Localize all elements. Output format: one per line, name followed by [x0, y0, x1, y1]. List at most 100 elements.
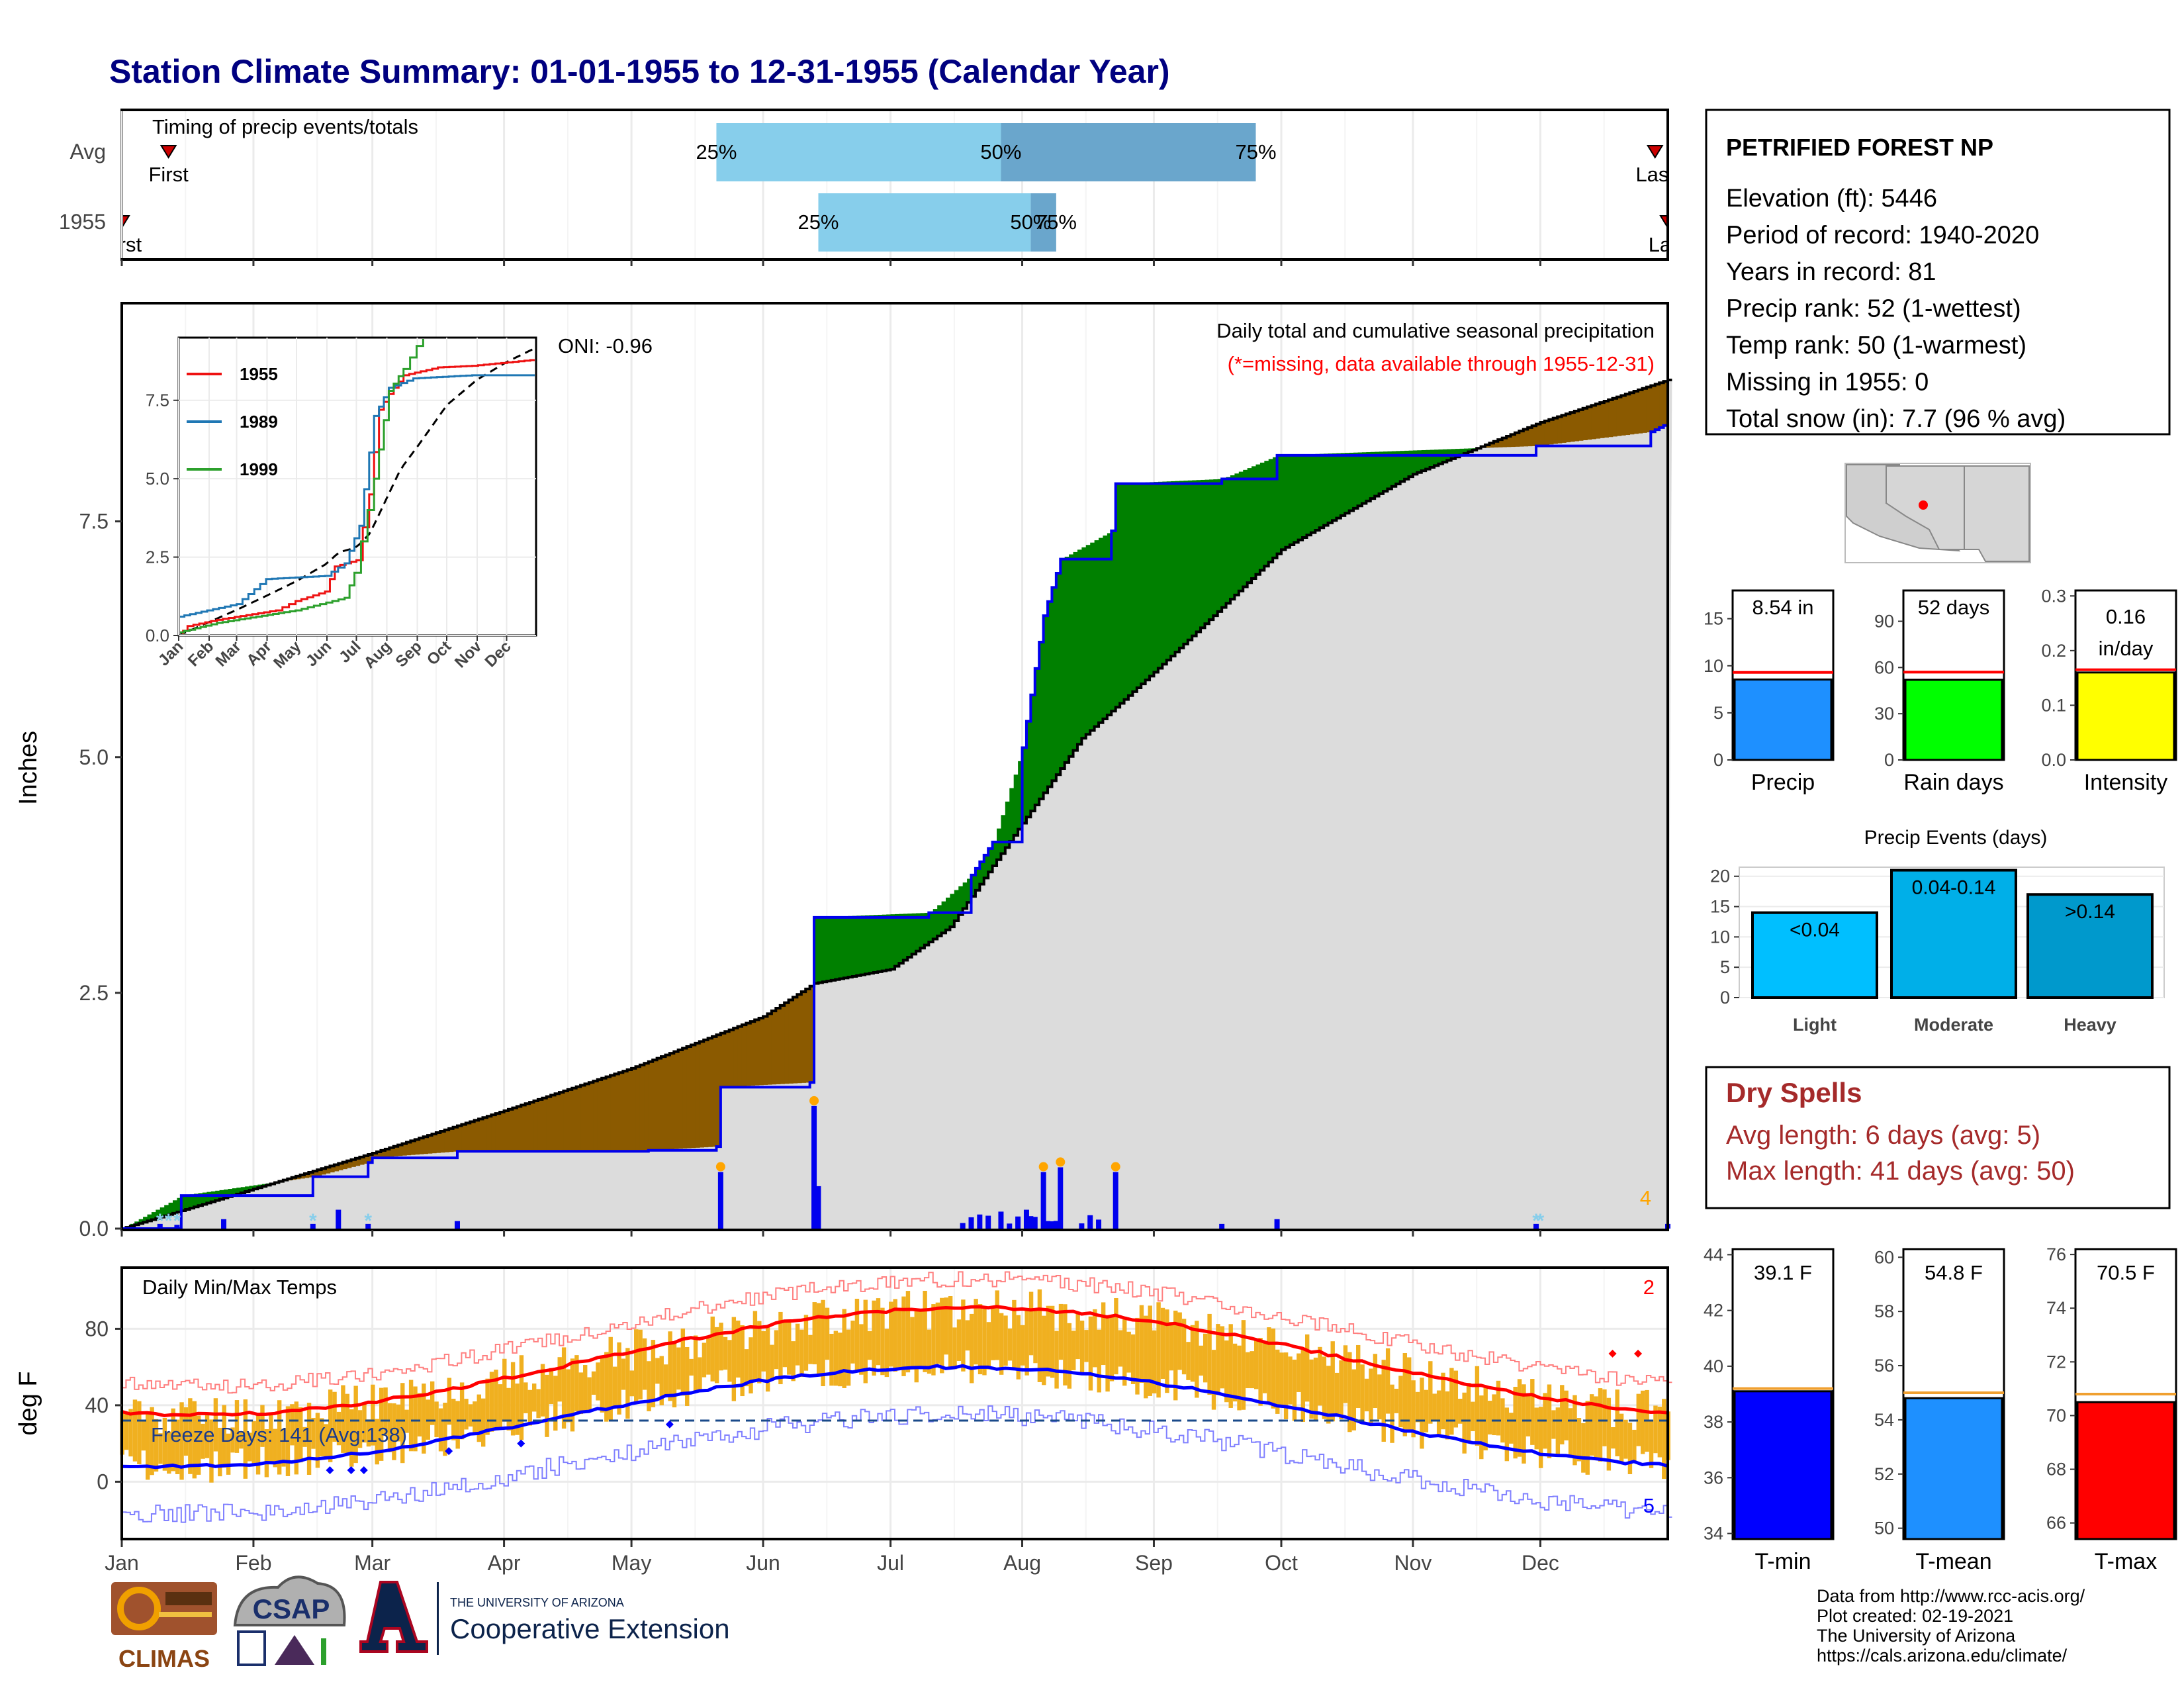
daily-temp-range: [243, 1399, 248, 1479]
surplus-area: [1162, 481, 1167, 665]
daily-temp-range: [413, 1386, 418, 1452]
temp-ytick-label: 40: [85, 1393, 109, 1417]
daily-temp-range: [702, 1342, 707, 1378]
temp-summary-tick-label: 50: [1874, 1519, 1894, 1538]
deficit-area: [1523, 429, 1529, 447]
surplus-area: [848, 915, 853, 978]
deficit-area: [555, 1094, 560, 1151]
deficit-area: [669, 1053, 675, 1149]
surplus-area: [1175, 481, 1180, 653]
surplus-area: [1085, 545, 1091, 735]
deficit-area: [572, 1088, 577, 1151]
surplus-area: [1375, 451, 1380, 496]
surplus-area: [1302, 454, 1308, 538]
daily-temp-range: [451, 1399, 456, 1440]
deficit-area: [308, 1172, 314, 1178]
timing-label: Timing of precip events/totals: [152, 115, 418, 138]
daily-temp-range: [1199, 1345, 1203, 1376]
inset-average-line: [180, 347, 535, 634]
temp-summary-tick-label: 54: [1874, 1410, 1894, 1430]
daily-temp-range: [1560, 1385, 1565, 1444]
daily-temp-range: [1453, 1370, 1459, 1428]
timing-row-avg: Avg: [69, 140, 106, 164]
daily-temp-range: [833, 1331, 839, 1386]
surplus-area: [1001, 815, 1006, 854]
station-marker: [1919, 500, 1928, 510]
deficit-area: [1612, 398, 1617, 437]
oni-value: ONI: -0.96: [558, 334, 653, 357]
surplus-area: [1179, 481, 1185, 648]
daily-temp-range: [1079, 1321, 1085, 1374]
daily-temp-range: [1097, 1329, 1101, 1393]
daily-temp-range: [1007, 1328, 1013, 1361]
temp-corner-min: 5: [1643, 1494, 1655, 1517]
daily-temp-range: [867, 1331, 872, 1360]
climas-logo-text: CLIMAS: [118, 1645, 210, 1672]
inset-ytick-label: 2.5: [146, 547, 169, 567]
surplus-area: [1332, 453, 1338, 521]
daily-temp-range: [1122, 1317, 1127, 1386]
surplus-area: [1459, 448, 1465, 455]
daily-temp-range: [371, 1384, 375, 1446]
daily-temp-range: [1148, 1305, 1152, 1396]
daily-temp-range: [455, 1401, 460, 1449]
surplus-area: [202, 1192, 208, 1205]
daily-temp-range: [222, 1405, 226, 1468]
daily-temp-range: [375, 1419, 379, 1465]
daily-temp-range: [387, 1403, 392, 1452]
deficit-area: [567, 1089, 573, 1151]
surplus-area: [1345, 453, 1350, 514]
temp-summary-tick-label: 74: [2046, 1298, 2066, 1318]
daily-temp-range: [608, 1336, 613, 1420]
record-low-marker: [517, 1439, 525, 1448]
deficit-area: [321, 1168, 326, 1175]
daily-temp-range: [1551, 1410, 1556, 1439]
deficit-area: [1651, 385, 1656, 432]
daily-temp-range: [706, 1338, 711, 1375]
deficit-area: [491, 1115, 496, 1151]
surplus-area: [1048, 601, 1053, 787]
surplus-area: [903, 914, 909, 961]
daily-temp-range: [995, 1290, 999, 1360]
daily-temp-range: [1627, 1423, 1633, 1474]
daily-temp-range: [1636, 1393, 1641, 1446]
events-bar-label: <0.04: [1790, 919, 1840, 941]
deficit-area: [1663, 381, 1668, 426]
surplus-area: [138, 1219, 144, 1224]
ua-line1: THE UNIVERSITY OF ARIZONA: [450, 1596, 624, 1609]
deficit-area: [500, 1112, 505, 1151]
deficit-area: [695, 1043, 700, 1148]
surplus-area: [1018, 761, 1023, 829]
surplus-area: [856, 915, 862, 976]
deficit-area: [465, 1123, 471, 1152]
month-label: Aug: [1003, 1551, 1041, 1575]
daily-temp-range: [171, 1408, 175, 1472]
daily-temp-range: [532, 1383, 537, 1412]
surplus-area: [1243, 469, 1248, 587]
last-label: Last: [1649, 233, 1688, 256]
timing-row-1955: 1955: [59, 210, 106, 234]
daily-temp-range: [298, 1407, 303, 1463]
daily-temp-range: [1033, 1308, 1038, 1364]
deficit-area: [486, 1116, 492, 1151]
daily-precip-bar: [1023, 1209, 1029, 1229]
average-tmax-line: [121, 1305, 1668, 1418]
deficit-area: [317, 1170, 322, 1176]
daily-precip-bar: [1113, 1172, 1118, 1229]
summary-bar: [1904, 679, 2003, 761]
deficit-area: [512, 1107, 518, 1151]
daily-temp-range: [1288, 1356, 1293, 1405]
daily-temp-range: [1063, 1304, 1068, 1385]
events-tick-label: 15: [1710, 897, 1730, 917]
daily-temp-range: [829, 1333, 834, 1386]
summary-tick-label: 0: [1884, 750, 1894, 770]
daily-temp-range: [230, 1427, 235, 1453]
deficit-area: [733, 1028, 739, 1087]
surplus-area: [983, 855, 989, 878]
daily-temp-range: [132, 1399, 138, 1462]
daily-temp-range: [1071, 1331, 1076, 1370]
deficit-area: [423, 1137, 428, 1154]
deficit-area: [504, 1110, 509, 1151]
surplus-area: [1451, 449, 1456, 459]
